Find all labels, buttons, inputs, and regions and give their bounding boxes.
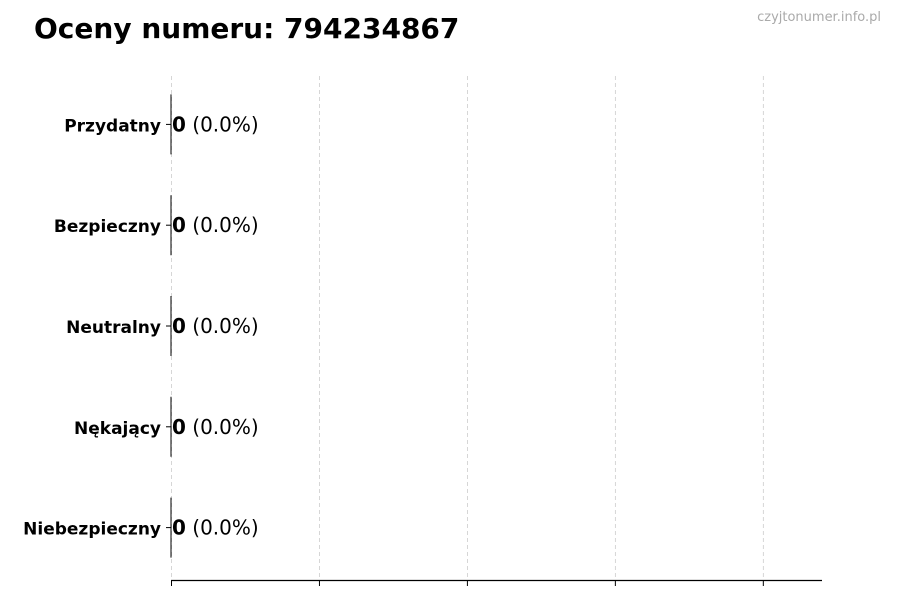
data-label: 0 (0.0%) [172,415,259,439]
data-label-count: 0 [172,415,186,439]
y-tick-label: Neutralny [66,318,161,338]
data-label: 0 (0.0%) [172,516,259,540]
chart-title: Oceny numeru: 794234867 [34,12,460,45]
data-label-percent: (0.0%) [186,213,259,237]
data-label-count: 0 [172,314,186,338]
data-label-percent: (0.0%) [186,516,259,540]
y-tick-label: Przydatny [64,116,161,136]
data-label-count: 0 [172,213,186,237]
watermark: czyjtonumer.info.pl [757,10,881,25]
data-label-count: 0 [172,112,186,136]
data-label: 0 (0.0%) [172,112,259,136]
data-label-percent: (0.0%) [186,415,259,439]
y-tick-label: Nękający [74,419,161,439]
data-label-percent: (0.0%) [186,314,259,338]
data-label-count: 0 [172,516,186,540]
data-label-percent: (0.0%) [186,112,259,136]
y-tick-label: Bezpieczny [54,217,161,237]
data-label: 0 (0.0%) [172,314,259,338]
y-tick-label: Niebezpieczny [23,520,161,540]
data-label: 0 (0.0%) [172,213,259,237]
